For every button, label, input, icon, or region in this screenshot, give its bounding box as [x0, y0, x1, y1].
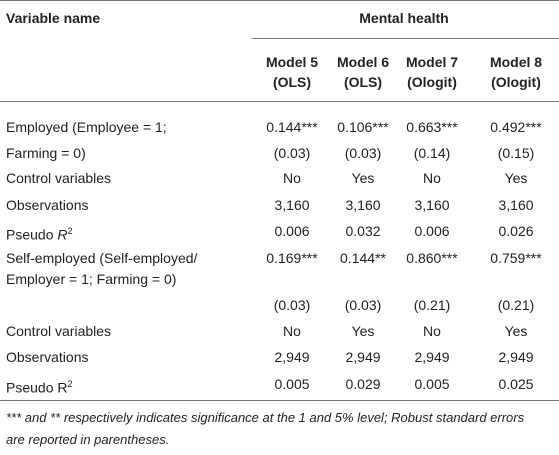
top-rule — [0, 0, 559, 1]
row-label: Self-employed (Self-employed/ — [6, 250, 198, 266]
cell: (0.03) — [344, 145, 382, 161]
cell: 3,160 — [345, 197, 381, 213]
row-label: Control variables — [6, 170, 112, 186]
group-rule — [252, 38, 559, 39]
superscript: 2 — [67, 379, 73, 389]
cell: 0.663*** — [406, 119, 458, 135]
row-label: Pseudo R2 — [6, 226, 73, 243]
cell: 0.169*** — [266, 250, 318, 266]
cell: 0.032 — [345, 223, 381, 239]
cell: 0.106*** — [337, 119, 389, 135]
cell: 0.005 — [414, 376, 450, 392]
cell: 0.005 — [274, 376, 310, 392]
cell: 2,949 — [274, 349, 310, 365]
footnote: *** and ** respectively indicates signif… — [6, 410, 525, 425]
footnote: are reported in parentheses. — [6, 432, 170, 447]
cell: 0.144** — [340, 250, 386, 266]
cell: No — [423, 170, 441, 186]
cell: 0.759*** — [490, 250, 542, 266]
cell: (0.03) — [273, 297, 311, 313]
row-label: Observations — [6, 197, 89, 213]
row-label: Farming = 0) — [6, 145, 86, 161]
row-label-italic: R — [57, 226, 68, 243]
row-label: Pseudo R2 — [6, 379, 73, 396]
cell: 0.144*** — [266, 119, 318, 135]
row-label: Control variables — [6, 323, 112, 339]
model-header: (Ologit) — [491, 74, 541, 90]
cell: 3,160 — [414, 197, 450, 213]
model-header: (Ologit) — [407, 74, 457, 90]
cell: Yes — [504, 170, 528, 186]
cell: 3,160 — [274, 197, 310, 213]
model-header: Model 7 — [405, 54, 459, 70]
cell: 3,160 — [498, 197, 534, 213]
model-header: (OLS) — [343, 74, 383, 90]
cell: 2,949 — [345, 349, 381, 365]
cell: No — [423, 323, 441, 339]
cell: 0.492*** — [490, 119, 542, 135]
cell: 0.860*** — [406, 250, 458, 266]
cell: (0.03) — [273, 145, 311, 161]
cell: 2,949 — [498, 349, 534, 365]
model-header: Model 5 — [265, 54, 319, 70]
cell: No — [283, 170, 301, 186]
row-label: Observations — [6, 349, 89, 365]
cell: 0.006 — [414, 223, 450, 239]
cell: Yes — [351, 170, 375, 186]
model-header: (OLS) — [272, 74, 312, 90]
cell: Yes — [351, 323, 375, 339]
cell: 2,949 — [414, 349, 450, 365]
cell: (0.15) — [497, 145, 535, 161]
superscript: 2 — [67, 226, 73, 236]
row-label: Employer = 1; Farming = 0) — [6, 271, 177, 287]
bottom-rule — [0, 400, 559, 401]
cell: 0.025 — [498, 376, 534, 392]
cell: 0.006 — [274, 223, 310, 239]
cell: 0.026 — [498, 223, 534, 239]
model-header: Model 6 — [336, 54, 390, 70]
row-label: Employed (Employee = 1; — [6, 119, 167, 135]
cell: (0.03) — [344, 297, 382, 313]
cell: (0.14) — [413, 145, 451, 161]
cell: 0.029 — [345, 376, 381, 392]
header-rule — [0, 101, 559, 102]
cell: (0.21) — [497, 297, 535, 313]
header-variable: Variable name — [6, 10, 101, 26]
cell: Yes — [504, 323, 528, 339]
model-header: Model 8 — [489, 54, 543, 70]
cell: No — [283, 323, 301, 339]
cell: (0.21) — [413, 297, 451, 313]
header-group: Mental health — [359, 10, 449, 26]
